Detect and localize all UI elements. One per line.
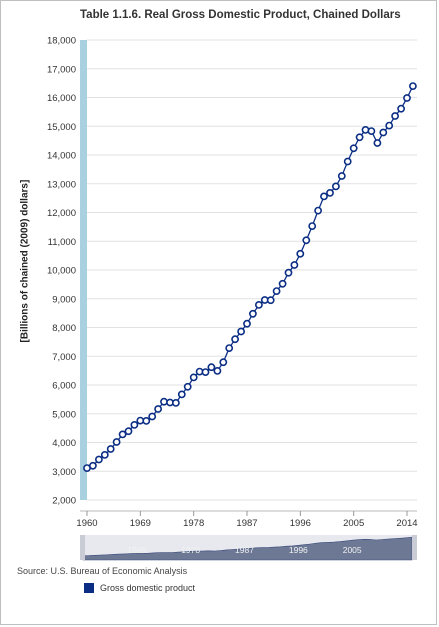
y-tick-label: 14,000 bbox=[47, 151, 76, 162]
legend-swatch bbox=[84, 583, 94, 593]
navigator-left-handle[interactable] bbox=[80, 535, 85, 560]
data-point[interactable] bbox=[337, 172, 346, 180]
data-point[interactable] bbox=[106, 445, 115, 453]
x-tick-label: 1996 bbox=[290, 518, 311, 529]
data-point[interactable] bbox=[95, 455, 103, 464]
data-point[interactable] bbox=[201, 368, 210, 376]
y-tick-label: 15,000 bbox=[47, 122, 76, 133]
data-point[interactable] bbox=[373, 139, 382, 147]
y-tick-label: 8,000 bbox=[52, 323, 76, 334]
gdp-series-points bbox=[83, 82, 417, 472]
navigator-tick-label: 1969 bbox=[127, 545, 146, 555]
y-tick-label: 18,000 bbox=[47, 36, 76, 47]
data-point[interactable] bbox=[154, 405, 162, 413]
legend[interactable]: Gross domestic product bbox=[84, 583, 195, 593]
data-point[interactable] bbox=[207, 363, 216, 372]
data-point[interactable] bbox=[118, 430, 127, 439]
data-point[interactable] bbox=[331, 182, 340, 191]
data-point[interactable] bbox=[219, 358, 228, 367]
data-point[interactable] bbox=[142, 416, 151, 425]
data-point[interactable] bbox=[266, 296, 275, 305]
data-point[interactable] bbox=[385, 121, 394, 130]
data-point[interactable] bbox=[326, 188, 334, 197]
data-point[interactable] bbox=[290, 261, 299, 269]
data-point[interactable] bbox=[367, 127, 376, 135]
data-point[interactable] bbox=[278, 279, 287, 288]
data-point[interactable] bbox=[112, 438, 121, 446]
grid-lines bbox=[87, 39, 417, 501]
navigator-area bbox=[82, 536, 413, 561]
data-point[interactable] bbox=[225, 344, 234, 352]
y-tick-label: 9,000 bbox=[52, 294, 76, 305]
chart-title: Table 1.1.6. Real Gross Domestic Product… bbox=[80, 9, 401, 21]
y-tick-label: 17,000 bbox=[47, 64, 76, 75]
navigator-tick-label: 2005 bbox=[343, 545, 362, 555]
data-point[interactable] bbox=[343, 157, 352, 166]
data-point[interactable] bbox=[248, 309, 257, 318]
data-point[interactable] bbox=[403, 94, 411, 102]
y-tick-label: 13,000 bbox=[47, 179, 76, 190]
y-tick-label: 5,000 bbox=[52, 409, 76, 420]
y-tick-label: 12,000 bbox=[47, 208, 76, 219]
data-point[interactable] bbox=[397, 104, 405, 113]
data-point[interactable] bbox=[349, 144, 358, 153]
source-note: Source: U.S. Bureau of Economic Analysis bbox=[17, 566, 188, 576]
y-axis-bar bbox=[80, 40, 87, 500]
data-point[interactable] bbox=[379, 128, 388, 137]
data-point[interactable] bbox=[272, 287, 281, 295]
data-point[interactable] bbox=[189, 373, 198, 382]
x-tick-label: 1960 bbox=[76, 518, 97, 529]
data-point[interactable] bbox=[314, 206, 322, 215]
data-point[interactable] bbox=[308, 222, 317, 230]
navigator-tick-label: 1987 bbox=[235, 545, 254, 555]
y-tick-label: 4,000 bbox=[52, 438, 76, 449]
data-point[interactable] bbox=[243, 319, 251, 328]
data-point[interactable] bbox=[254, 300, 263, 309]
data-point[interactable] bbox=[320, 192, 328, 201]
data-point[interactable] bbox=[148, 412, 157, 421]
y-tick-label: 3,000 bbox=[52, 467, 76, 478]
data-point[interactable] bbox=[160, 397, 168, 406]
data-point[interactable] bbox=[171, 398, 180, 407]
x-tick-label: 1987 bbox=[236, 518, 257, 529]
data-point[interactable] bbox=[183, 382, 192, 391]
x-tick-label: 1969 bbox=[130, 518, 151, 529]
navigator-tick-label: 1996 bbox=[289, 545, 308, 555]
y-tick-label: 16,000 bbox=[47, 93, 76, 104]
navigator-right-handle[interactable] bbox=[412, 535, 417, 560]
data-point[interactable] bbox=[237, 327, 245, 336]
data-point[interactable] bbox=[100, 450, 109, 459]
data-point[interactable] bbox=[89, 461, 97, 470]
data-point[interactable] bbox=[130, 420, 139, 429]
data-point[interactable] bbox=[355, 133, 364, 142]
data-point[interactable] bbox=[284, 268, 293, 277]
data-point[interactable] bbox=[296, 249, 305, 258]
y-tick-labels: 2,000 3,000 4,000 5,000 6,000 7,000 8,000 9,000… bbox=[47, 36, 76, 507]
data-point[interactable] bbox=[231, 335, 239, 344]
y-tick-label: 10,000 bbox=[47, 266, 76, 277]
navigator-tick-label: 1978 bbox=[181, 545, 200, 555]
y-tick-label: 2,000 bbox=[52, 496, 76, 507]
data-point[interactable] bbox=[408, 82, 417, 90]
data-point[interactable] bbox=[177, 390, 186, 399]
x-tick-labels: 1960 1969 1978 1987 1996 2005 2014 bbox=[76, 511, 418, 529]
data-point[interactable] bbox=[391, 112, 399, 120]
x-tick-label: 2005 bbox=[343, 518, 364, 529]
data-point[interactable] bbox=[302, 236, 311, 245]
data-point[interactable] bbox=[124, 427, 133, 436]
x-tick-label: 2014 bbox=[396, 518, 417, 529]
y-tick-label: 6,000 bbox=[52, 381, 76, 392]
range-navigator[interactable]: 1969 1978 1987 1996 2005 bbox=[80, 535, 417, 561]
x-tick-label: 1978 bbox=[183, 518, 204, 529]
legend-label: Gross domestic product bbox=[100, 583, 196, 593]
y-tick-label: 7,000 bbox=[52, 352, 76, 363]
data-point[interactable] bbox=[213, 366, 222, 375]
navigator-tick-labels: 1969 1978 1987 1996 2005 bbox=[127, 545, 362, 555]
y-tick-label: 11,000 bbox=[48, 237, 76, 248]
